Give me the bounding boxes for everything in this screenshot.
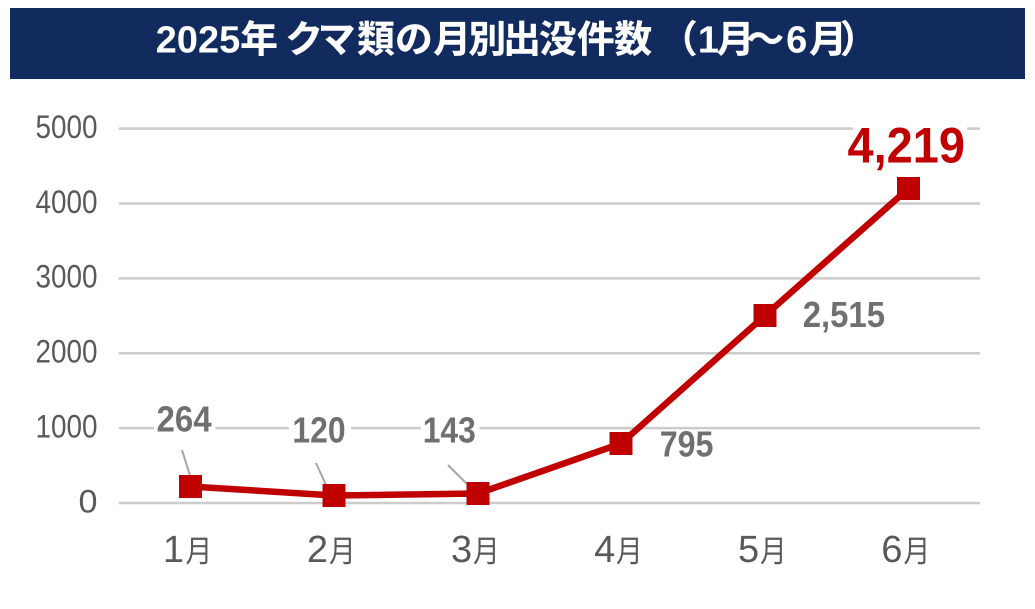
svg-text:5000: 5000 xyxy=(36,109,98,145)
svg-text:4,219: 4,219 xyxy=(848,118,966,174)
svg-text:0: 0 xyxy=(79,483,98,519)
svg-text:1000: 1000 xyxy=(36,408,98,444)
svg-text:264: 264 xyxy=(157,399,212,440)
svg-text:4000: 4000 xyxy=(36,184,98,220)
svg-text:795: 795 xyxy=(660,424,714,465)
svg-text:143: 143 xyxy=(423,410,476,451)
svg-text:120: 120 xyxy=(292,410,345,451)
svg-text:2,515: 2,515 xyxy=(803,294,885,335)
svg-text:3000: 3000 xyxy=(36,259,98,295)
svg-text:2000: 2000 xyxy=(36,334,98,370)
